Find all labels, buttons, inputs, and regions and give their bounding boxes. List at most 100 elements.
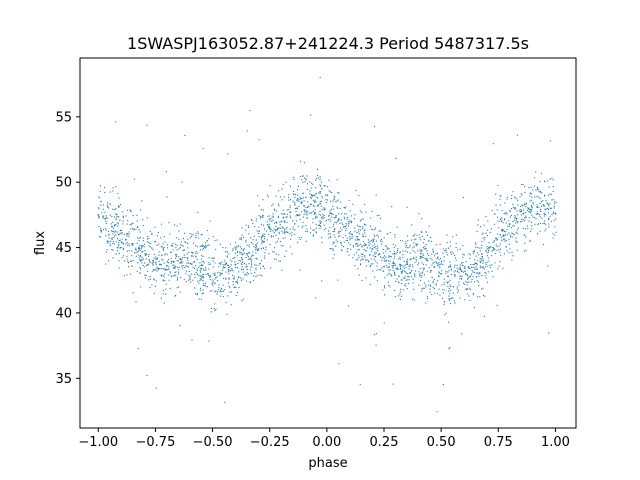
scatter-point (379, 256, 381, 258)
scatter-point (505, 222, 507, 224)
scatter-point (542, 243, 544, 246)
scatter-point (450, 269, 453, 271)
scatter-point (545, 213, 547, 216)
data-point (227, 268, 230, 271)
data-point (412, 257, 415, 259)
scatter-point (198, 282, 200, 284)
scatter-point (138, 239, 140, 242)
data-point (165, 264, 168, 267)
scatter-point (315, 179, 317, 181)
x-tick-label: −1.00 (78, 435, 118, 450)
scatter-point (264, 235, 266, 238)
scatter-point (312, 222, 314, 224)
data-point (399, 263, 401, 266)
scatter-point (240, 257, 243, 259)
scatter-point (510, 214, 513, 217)
scatter-point (113, 235, 115, 237)
scatter-point (237, 263, 239, 265)
scatter-point (136, 220, 138, 222)
scatter-point (302, 181, 304, 184)
scatter-point (125, 233, 127, 235)
scatter-point (449, 284, 451, 286)
scatter-point (422, 267, 424, 269)
scatter-point (248, 244, 250, 246)
scatter-point (475, 242, 477, 244)
scatter-point (405, 244, 407, 247)
scatter-point (301, 211, 303, 213)
scatter-point (338, 363, 340, 365)
scatter-point (393, 272, 395, 274)
scatter-point (492, 248, 495, 250)
scatter-point (505, 211, 507, 213)
scatter-point (487, 220, 489, 222)
data-point (275, 221, 278, 224)
scatter-point (519, 208, 521, 211)
scatter-point (401, 271, 403, 273)
scatter-point (319, 210, 321, 213)
scatter-point (422, 253, 424, 255)
scatter-point (155, 387, 157, 389)
scatter-point (475, 276, 477, 278)
scatter-point (275, 234, 277, 236)
scatter-point (475, 246, 477, 248)
scatter-point (428, 280, 430, 282)
scatter-point (262, 224, 264, 226)
scatter-point (104, 191, 106, 193)
scatter-point (516, 229, 518, 231)
scatter-point (435, 283, 437, 285)
scatter-point (181, 261, 183, 263)
scatter-point (450, 265, 452, 267)
scatter-point (459, 278, 461, 280)
scatter-point (442, 248, 444, 250)
scatter-point (511, 259, 513, 261)
scatter-point (178, 248, 180, 250)
scatter-point (146, 264, 148, 266)
scatter-point (131, 260, 133, 262)
scatter-point (189, 276, 191, 278)
scatter-point (555, 218, 557, 220)
scatter-point (359, 243, 362, 245)
scatter-point (98, 225, 100, 228)
scatter-point (208, 262, 210, 264)
scatter-point (510, 227, 512, 229)
scatter-point (424, 245, 426, 247)
scatter-point (519, 205, 522, 208)
scatter-point (384, 255, 386, 257)
scatter-point (549, 216, 551, 218)
scatter-point (516, 134, 518, 136)
scatter-point (412, 235, 414, 237)
scatter-point (238, 286, 240, 288)
scatter-point (162, 259, 164, 261)
scatter-point (272, 219, 274, 222)
scatter-point (472, 276, 474, 278)
scatter-point (426, 250, 428, 252)
scatter-point (482, 266, 484, 268)
scatter-point (214, 291, 216, 293)
scatter-point (459, 266, 461, 268)
scatter-point (294, 207, 297, 210)
scatter-point (457, 291, 459, 293)
scatter-point (450, 252, 452, 254)
scatter-point (241, 234, 243, 236)
scatter-point (529, 239, 531, 241)
scatter-point (408, 279, 410, 281)
scatter-point (326, 186, 328, 188)
scatter-point (325, 201, 327, 203)
scatter-point (362, 218, 364, 220)
data-point (529, 208, 532, 211)
scatter-point (131, 242, 133, 245)
scatter-point (511, 208, 513, 210)
scatter-point (233, 278, 235, 280)
scatter-point (403, 267, 405, 269)
scatter-point (333, 242, 335, 244)
scatter-point (182, 267, 184, 269)
scatter-point (477, 219, 479, 221)
scatter-point (495, 193, 497, 195)
scatter-point (530, 205, 533, 207)
scatter-point (493, 223, 495, 225)
scatter-point (286, 221, 288, 223)
scatter-point (461, 264, 463, 266)
scatter-point (224, 266, 226, 269)
scatter-point (544, 195, 546, 197)
scatter-point (374, 256, 376, 258)
